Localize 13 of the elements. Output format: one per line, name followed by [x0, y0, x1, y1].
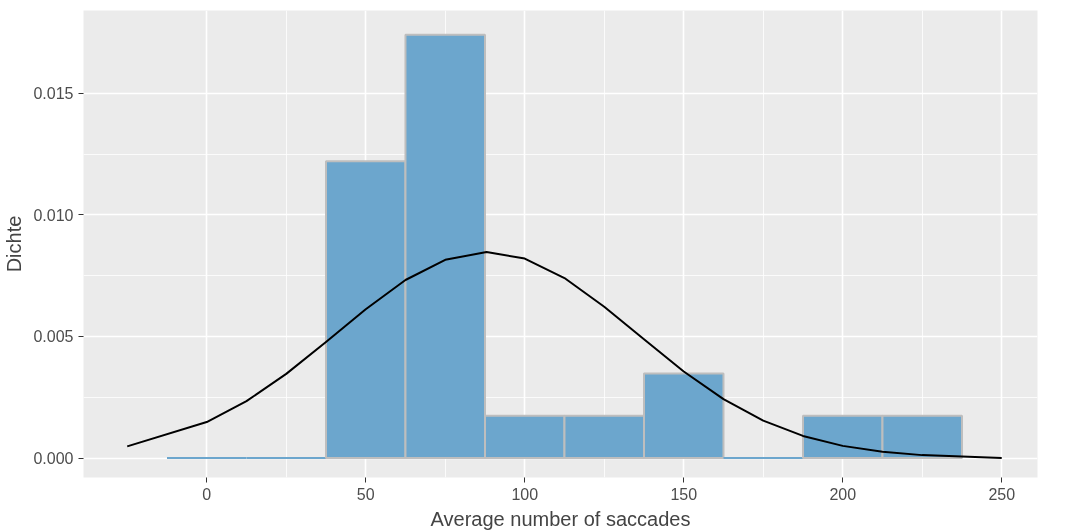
y-tick-label: 0.005: [33, 328, 74, 346]
x-tick-label: 150: [670, 485, 698, 503]
y-axis-title: Dichte: [3, 215, 26, 273]
y-tick-label: 0.000: [33, 450, 74, 468]
x-tick-label: 200: [829, 485, 857, 503]
y-tick-label: 0.010: [33, 206, 74, 224]
x-tick-label: 50: [356, 485, 375, 503]
line-series: [126, 251, 1003, 460]
x-tick-label: 0: [202, 485, 212, 503]
x-tick-label: 250: [988, 485, 1016, 503]
y-tick-label: 0.015: [33, 85, 74, 103]
x-tick-label: 100: [511, 485, 539, 503]
x-axis-title: Average number of saccades: [430, 507, 691, 530]
